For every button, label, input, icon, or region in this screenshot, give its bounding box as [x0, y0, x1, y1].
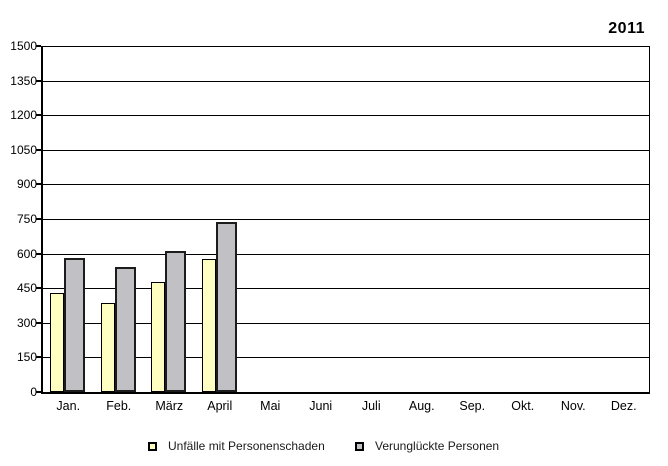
- y-axis-tick: [36, 252, 41, 255]
- gridline: [43, 357, 649, 359]
- y-axis-tick-label: 0: [30, 385, 37, 399]
- legend-label-verunglueckte: Verunglückte Personen: [375, 439, 500, 453]
- bar-series0-april: [201, 259, 216, 392]
- x-axis-label: Juli: [361, 399, 381, 413]
- y-axis-tick-label: 1050: [10, 142, 37, 157]
- y-axis-tick-label: 600: [16, 246, 37, 261]
- x-axis-label: Sep.: [459, 399, 486, 413]
- x-axis-label: Jan.: [56, 399, 81, 413]
- y-axis-tick: [36, 45, 41, 47]
- bar-series1-april: [215, 222, 237, 392]
- x-axis-label: März: [155, 399, 184, 413]
- gridline: [43, 219, 649, 220]
- y-axis-tick: [36, 183, 41, 186]
- bar-series1-jan: [64, 258, 85, 392]
- y-axis-tick: [36, 356, 41, 359]
- legend-item-verunglueckte: Verunglückte Personen: [355, 439, 499, 453]
- y-axis-tick-label: 1500: [10, 39, 37, 53]
- y-axis-tick-label: 900: [16, 177, 37, 192]
- x-axis-label: Feb.: [106, 399, 132, 413]
- y-axis-tick-label: 450: [16, 281, 37, 296]
- legend-label-unfaelle: Unfälle mit Personenschaden: [168, 439, 325, 453]
- gridline: [43, 115, 649, 117]
- x-axis-label: Nov.: [560, 399, 586, 413]
- y-axis-tick: [36, 148, 41, 151]
- bar-series0-mrz: [151, 282, 165, 392]
- gridline: [43, 184, 649, 186]
- gridline: [43, 288, 649, 290]
- y-axis-tick-label: 750: [16, 212, 37, 226]
- y-axis-tick-label: 300: [16, 315, 37, 330]
- y-axis-tick: [36, 321, 41, 324]
- x-axis-label: Juni: [309, 399, 333, 413]
- legend-item-unfaelle: Unfälle mit Personenschaden: [148, 439, 325, 453]
- plot-area: [41, 46, 650, 394]
- x-axis-label: Mai: [260, 399, 281, 413]
- gridline: [43, 322, 649, 324]
- bar-series1-feb: [114, 267, 136, 392]
- legend-marker-unfaelle-icon: [148, 441, 157, 451]
- x-axis-label: Aug.: [408, 399, 435, 413]
- y-axis-tick: [36, 79, 41, 82]
- y-axis-tick: [36, 114, 41, 117]
- y-axis-tick: [36, 287, 41, 290]
- x-axis-label: Dez.: [610, 399, 637, 413]
- gridline: [43, 80, 649, 82]
- bar-series0-feb: [100, 303, 115, 392]
- y-axis-tick-label: 150: [16, 350, 37, 365]
- bar-series0-jan: [50, 292, 64, 392]
- y-axis-tick: [36, 218, 41, 220]
- gridline: [43, 149, 649, 151]
- y-axis-tick: [36, 391, 41, 393]
- x-axis-label: Okt.: [511, 399, 535, 413]
- bar-series1-mrz: [165, 251, 186, 392]
- legend: Unfälle mit Personenschaden Verunglückte…: [0, 439, 668, 457]
- chart-year-title: 2011: [608, 20, 645, 37]
- y-axis-tick-label: 1200: [10, 108, 37, 123]
- y-axis-tick-label: 1350: [10, 73, 37, 88]
- x-axis-label: April: [207, 399, 233, 413]
- legend-marker-verunglueckte-icon: [355, 441, 364, 451]
- gridline: [43, 46, 649, 47]
- gridline: [43, 253, 649, 255]
